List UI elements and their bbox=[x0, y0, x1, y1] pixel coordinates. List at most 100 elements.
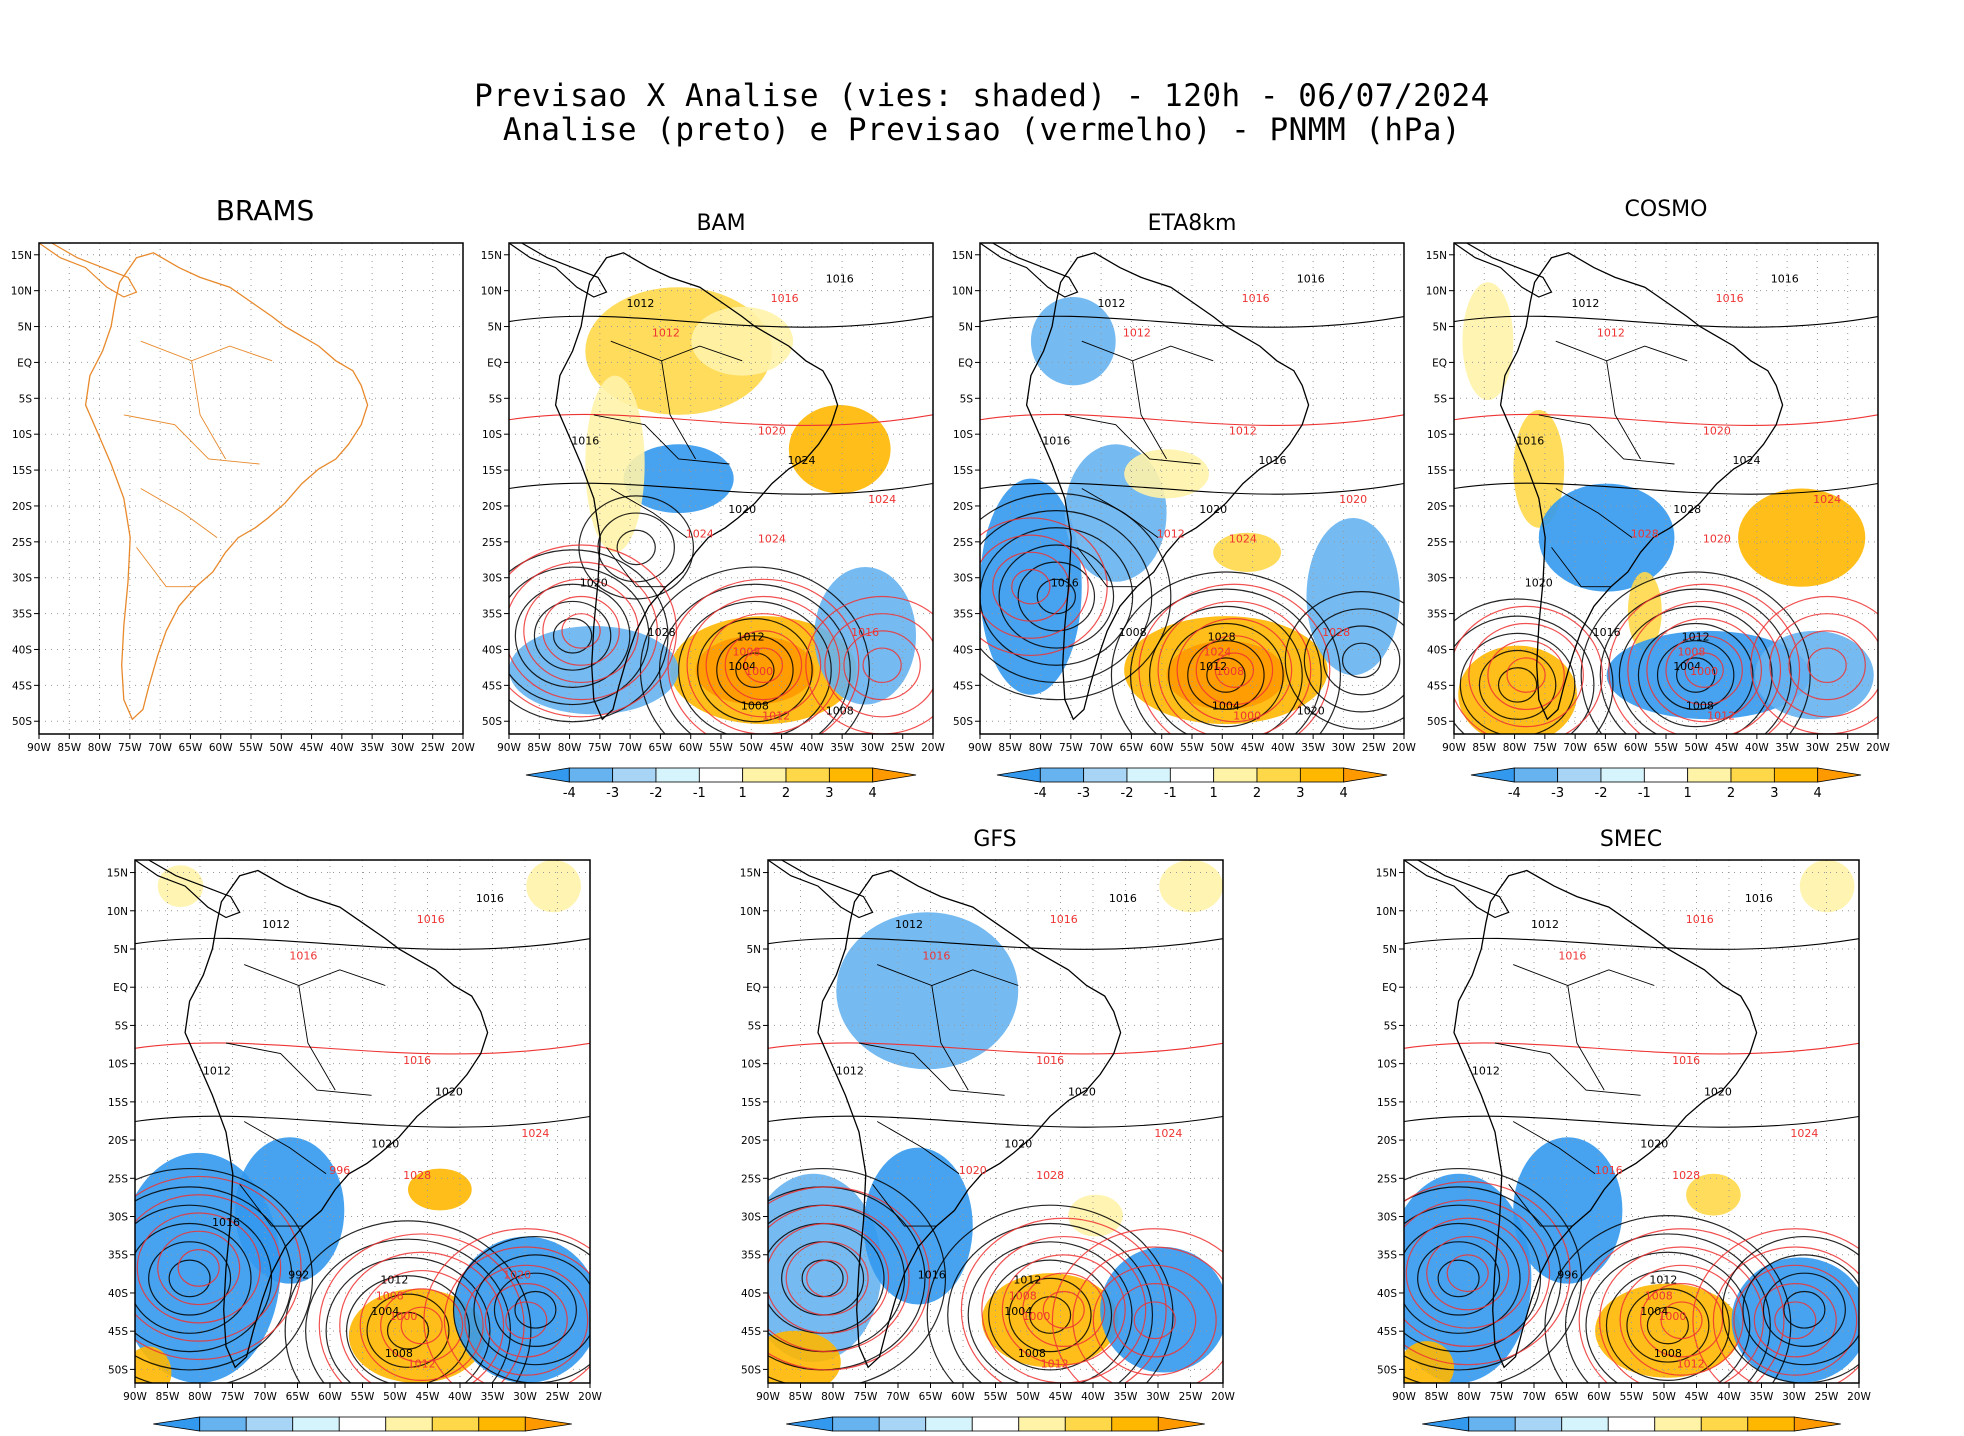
colorbar-label: 1 bbox=[739, 786, 747, 801]
isobar-contour bbox=[1303, 608, 1404, 713]
figure-title-line2: Analise (preto) e Previsao (vermelho) - … bbox=[502, 112, 1462, 148]
map-panel-smec: SMEC 1016 1016 1012 1016 1012 1016 1020 1024 1020… bbox=[1376, 827, 1872, 1436]
isobar-label: 1016 bbox=[1036, 1054, 1064, 1067]
isobar-contour bbox=[1404, 1204, 1542, 1353]
lon-tick-label: 60W bbox=[209, 742, 233, 754]
isobar-label: 1028 bbox=[1673, 503, 1701, 516]
lon-tick-label: 30W bbox=[861, 742, 885, 754]
lat-tick-label: 35S bbox=[741, 1250, 761, 1262]
colorbar-segment bbox=[385, 1416, 433, 1432]
isobar-contour bbox=[768, 1186, 931, 1371]
isobar-contour bbox=[1404, 1042, 1859, 1055]
lon-tick-label: 75W bbox=[1490, 1391, 1514, 1403]
lat-tick-label: 15N bbox=[740, 868, 761, 880]
colorbar-segment bbox=[338, 1416, 387, 1432]
lat-tick-label: 45S bbox=[741, 1326, 761, 1338]
lon-tick-label: 55W bbox=[709, 742, 733, 754]
isobar-label: 1004 bbox=[1640, 1305, 1668, 1318]
colorbar-segment bbox=[1169, 767, 1215, 783]
colorbar-segment bbox=[1083, 767, 1128, 783]
lat-tick-label: 35S bbox=[12, 609, 32, 621]
isobar-contour bbox=[423, 1228, 590, 1383]
isobar-label: 1012 bbox=[262, 918, 290, 931]
isobar-contour bbox=[509, 561, 658, 701]
colorbar-arrow-right bbox=[1817, 767, 1862, 783]
lat-tick-label: 40S bbox=[12, 644, 32, 656]
isobar-label: 1028 bbox=[1631, 528, 1659, 541]
colorbar-label: 1 bbox=[1684, 786, 1692, 801]
lat-tick-label: 25S bbox=[1427, 537, 1447, 549]
colorbar-segment bbox=[655, 767, 700, 783]
colorbar-arrow-right bbox=[1793, 1416, 1841, 1432]
isobar-contour bbox=[1585, 1251, 1751, 1383]
isobar-contour bbox=[1011, 568, 1051, 605]
colorbar-arrow-right bbox=[1157, 1416, 1205, 1432]
lon-tick-label: 65W bbox=[1594, 742, 1618, 754]
colorbar-label: -3 bbox=[1077, 786, 1090, 801]
lat-tick-label: 5S bbox=[1384, 1020, 1398, 1032]
colorbar-label: -3 bbox=[1551, 786, 1564, 801]
country-border bbox=[610, 340, 743, 362]
isobar-contour bbox=[1454, 598, 1614, 734]
lat-tick-label: 45S bbox=[108, 1326, 128, 1338]
isobar-label: 1012 bbox=[1597, 326, 1625, 339]
lat-tick-label: 50S bbox=[482, 716, 502, 728]
lat-tick-label: 10N bbox=[481, 286, 502, 298]
lat-tick-label: 10S bbox=[1377, 1059, 1397, 1071]
lon-tick-label: 55W bbox=[1654, 742, 1678, 754]
colorbar-arrow-right bbox=[872, 767, 917, 783]
isobar-contour bbox=[967, 1241, 1133, 1383]
isobar-contour bbox=[1176, 618, 1293, 723]
colorbar-label: 4 bbox=[1340, 786, 1348, 801]
lon-tick-label: 25W bbox=[1179, 1391, 1203, 1403]
isobar-contour bbox=[168, 1259, 211, 1298]
bias-shading bbox=[1538, 483, 1675, 592]
lat-tick-label: 45S bbox=[12, 680, 32, 692]
isobar-label: 1024 bbox=[1229, 533, 1257, 546]
isobar-label: 1012 bbox=[1571, 297, 1599, 310]
isobar-label: 1024 bbox=[1203, 645, 1231, 658]
country-border bbox=[610, 488, 688, 538]
isobar-contour bbox=[768, 1115, 1223, 1128]
isobar-contour bbox=[1712, 1246, 1859, 1383]
lat-tick-label: 50S bbox=[12, 716, 32, 728]
isobar-contour bbox=[1478, 649, 1557, 720]
isobar-contour bbox=[768, 1168, 947, 1383]
isobar-contour bbox=[1426, 1235, 1510, 1311]
lon-tick-label: 55W bbox=[1620, 1391, 1644, 1403]
isobar-contour bbox=[1195, 635, 1274, 706]
lat-tick-label: 5S bbox=[1434, 393, 1448, 405]
isobar-contour bbox=[768, 1222, 890, 1334]
isobar-contour bbox=[1214, 652, 1255, 688]
isobar-contour bbox=[452, 1235, 590, 1383]
lat-tick-label: 10N bbox=[107, 906, 128, 918]
colorbar-segment bbox=[612, 767, 657, 783]
bias-shading bbox=[695, 635, 815, 705]
lon-tick-label: 40W bbox=[1745, 742, 1769, 754]
isobar-contour bbox=[1092, 1264, 1217, 1376]
isobar-contour bbox=[1187, 640, 1265, 711]
lon-tick-label: 20W bbox=[1392, 742, 1416, 754]
country-border bbox=[1064, 414, 1201, 465]
colorbar-label: 3 bbox=[825, 786, 833, 801]
lon-tick-label: 90W bbox=[497, 742, 521, 754]
isobar-label: 1016 bbox=[1672, 1054, 1700, 1067]
isobar-contour bbox=[1599, 1246, 1765, 1383]
isobar-contour bbox=[1454, 605, 1603, 734]
isobar-contour bbox=[135, 1175, 302, 1361]
isobar-contour bbox=[1618, 605, 1773, 734]
lat-tick-label: 10N bbox=[1376, 906, 1397, 918]
isobar-contour bbox=[1417, 1241, 1501, 1316]
isobar-contour bbox=[1619, 1264, 1744, 1376]
lat-tick-label: 15S bbox=[12, 465, 32, 477]
lon-tick-label: 90W bbox=[756, 1391, 780, 1403]
isobar-contour bbox=[1341, 642, 1382, 679]
map-area: 1016 1016 1012 1016 1012 1016 1020 1024 1020 1028… bbox=[1404, 860, 1859, 1383]
isobar-label: 1020 bbox=[1703, 533, 1731, 546]
isobar-contour bbox=[1072, 1246, 1223, 1383]
colorbar-segment bbox=[1607, 1416, 1656, 1432]
lon-tick-label: 75W bbox=[854, 1391, 878, 1403]
isobar-contour bbox=[509, 566, 650, 706]
lon-tick-label: 60W bbox=[1587, 1391, 1611, 1403]
